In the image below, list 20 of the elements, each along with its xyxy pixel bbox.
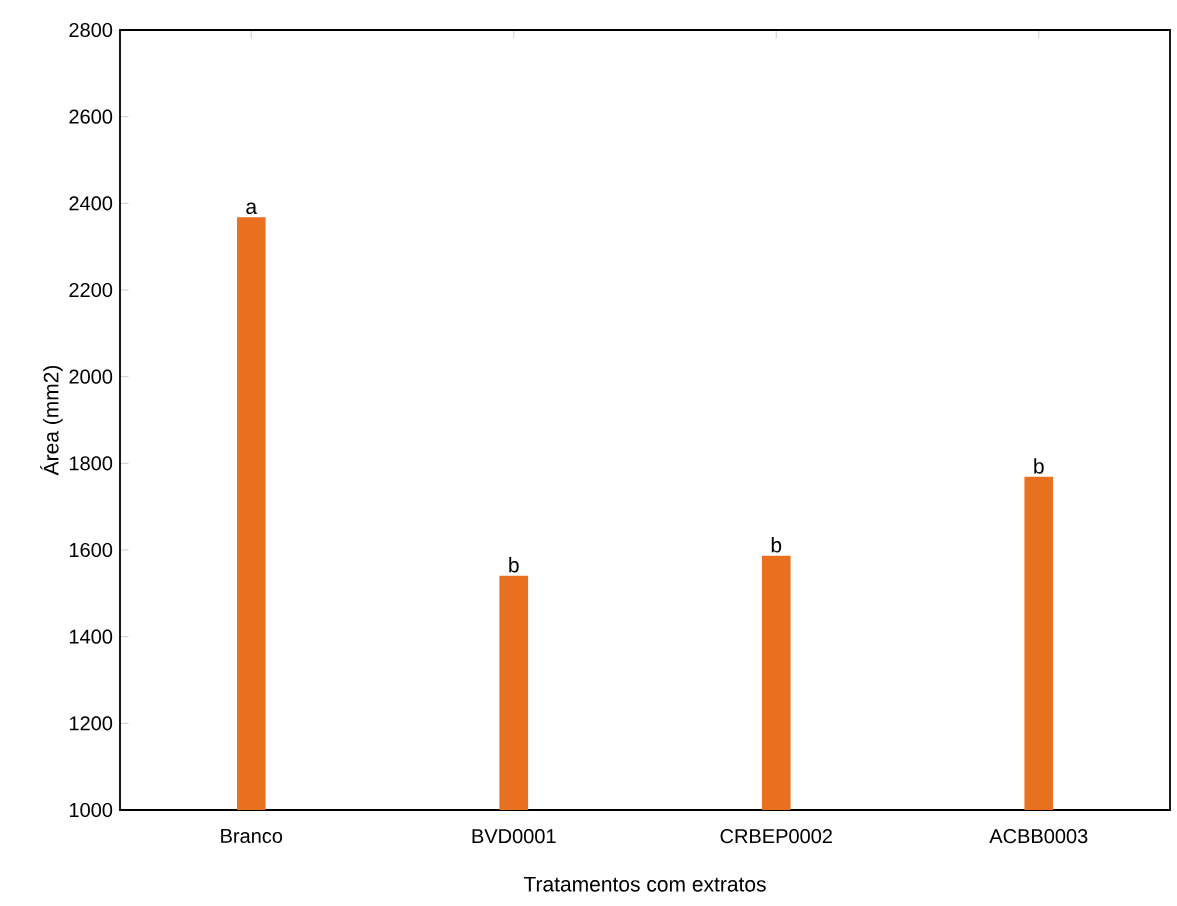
y-tick-label: 1000 (69, 802, 113, 818)
y-tick-label: 2600 (69, 109, 113, 124)
annotation: b (509, 557, 519, 573)
x-tick-label: Branco (221, 829, 283, 844)
y-tick-label: 2800 (69, 22, 113, 38)
annotation: b (771, 537, 782, 553)
x-tick-label: CRBEP0002 (720, 829, 832, 844)
annotation: b (1034, 458, 1044, 474)
x-tick-label: ACBB0003 (989, 829, 1088, 844)
annotation: a (246, 202, 258, 215)
y-tick-label: 1600 (69, 542, 113, 558)
y-tick-label: 1800 (69, 456, 113, 471)
y-tick-label: 2000 (69, 369, 113, 384)
y-axis-title: Área (mm2) (40, 365, 63, 476)
x-tick-label: BVD0001 (472, 829, 556, 844)
y-tick-label: 2400 (69, 196, 113, 211)
y-tick-label: 1400 (69, 629, 113, 644)
y-tick-label: 2200 (69, 282, 113, 298)
y-tick-label: 1200 (69, 716, 113, 731)
x-axis-title: Tratamentos com extratos (523, 876, 766, 892)
